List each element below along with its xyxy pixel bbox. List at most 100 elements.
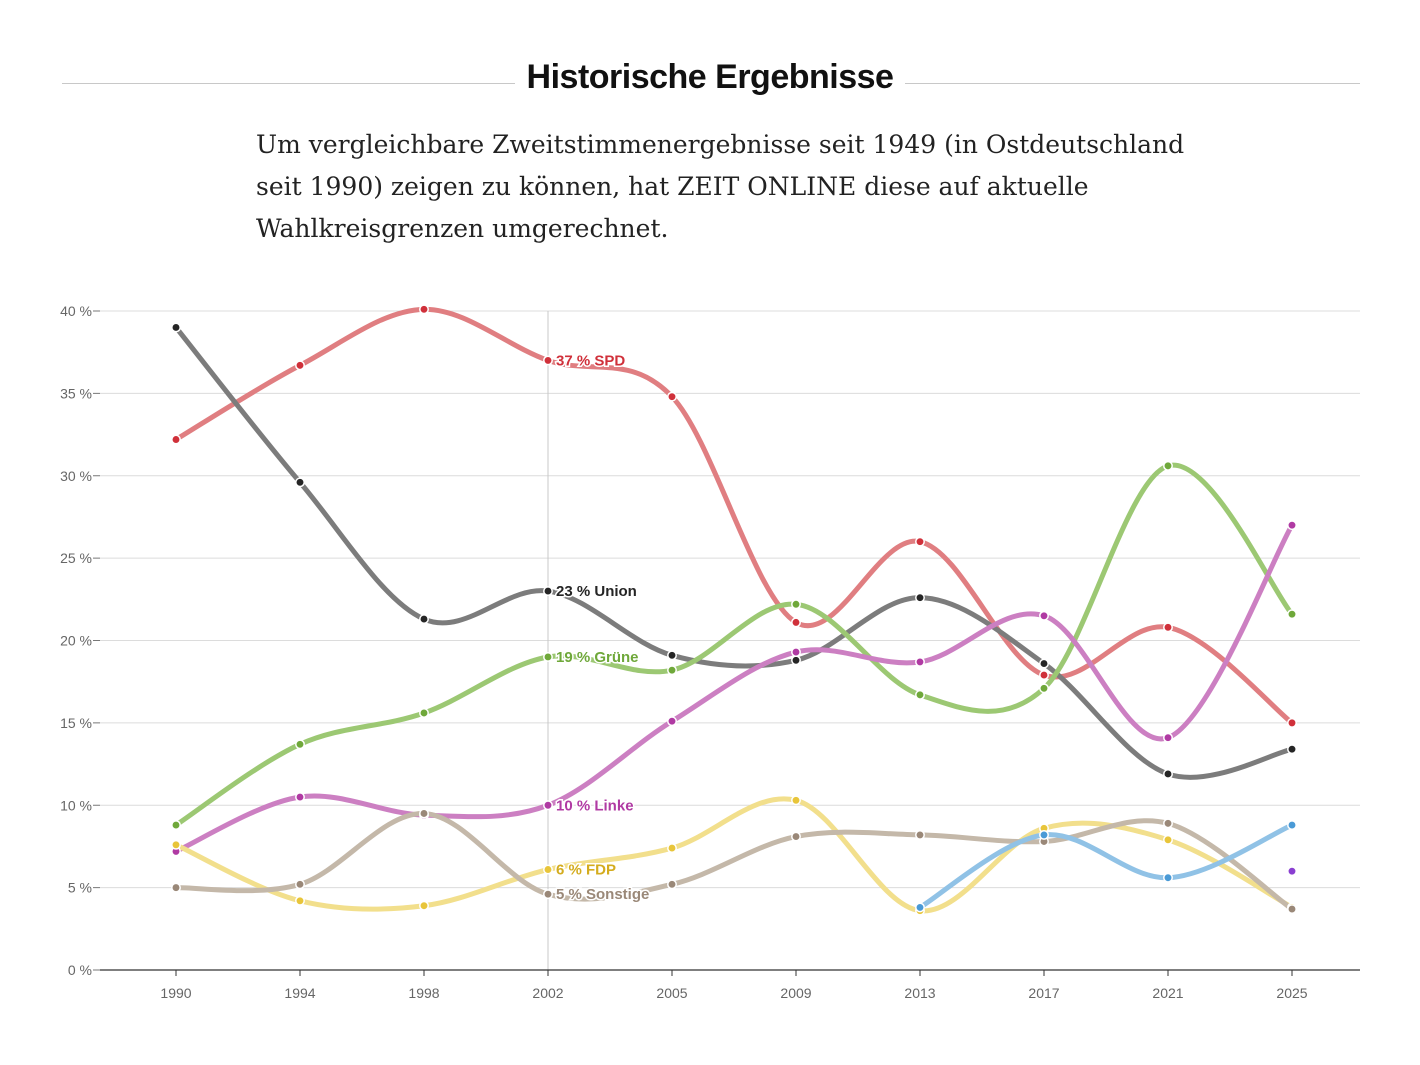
x-axis: 1990 1994 1998 2002 2005 2009 2013 2017 2021 2025 [100, 969, 1360, 1001]
data-point-spd-2017[interactable] [1039, 670, 1049, 681]
data-point-gr-ne-2013[interactable] [915, 689, 925, 700]
series-labels: 37 % SPD 23 % Union 19 % Grüne 10 % Linke 6 … [555, 351, 651, 905]
data-point-afd-2025[interactable] [1287, 820, 1297, 830]
y-tick-label-30: 30 % [60, 468, 92, 484]
y-tick-label-10: 10 % [60, 797, 92, 813]
data-point-union-2021[interactable] [1163, 768, 1173, 779]
series-line-linke [173, 522, 1295, 854]
data-point-union-2025[interactable] [1287, 744, 1297, 755]
data-point-spd-1994[interactable] [295, 360, 305, 371]
y-tick-label-35: 35 % [60, 385, 92, 401]
y-tick-label-0: 0 % [68, 962, 92, 978]
data-point-spd-2002[interactable] [543, 355, 553, 366]
data-point-fdp-2009[interactable] [791, 795, 801, 806]
data-point-bsw-2025[interactable] [1287, 866, 1297, 877]
data-point-fdp-1994[interactable] [295, 895, 305, 906]
x-tick-label-2005: 2005 [656, 985, 687, 1001]
data-point-union-2005[interactable] [667, 650, 677, 661]
intro-text: Um vergleichbare Zweitstimmenergebnisse … [256, 130, 1185, 243]
data-point-spd-1990[interactable] [171, 434, 181, 445]
data-point-linke-2021[interactable] [1163, 732, 1173, 743]
data-point-gr-ne-1990[interactable] [171, 820, 181, 830]
y-tick-label-40: 40 % [60, 303, 92, 319]
data-point-gr-ne-2005[interactable] [667, 665, 677, 676]
data-point-sonstige-2005[interactable] [667, 879, 677, 890]
series-label-sonstige: 5 % Sonstige [556, 886, 649, 903]
data-point-spd-2005[interactable] [667, 391, 677, 402]
series-line-sonstige [173, 810, 1295, 912]
data-point-afd-2017[interactable] [1039, 829, 1049, 840]
series-line-spd [173, 306, 1295, 726]
data-point-sonstige-2025[interactable] [1287, 904, 1297, 914]
data-point-union-1994[interactable] [295, 477, 305, 488]
series-line-fdp [173, 796, 1295, 914]
data-point-gr-ne-1994[interactable] [295, 739, 305, 750]
data-point-fdp-2002[interactable] [543, 864, 553, 875]
data-point-gr-ne-1998[interactable] [419, 708, 429, 718]
data-point-afd-2021[interactable] [1163, 872, 1173, 883]
x-tick-label-2017: 2017 [1028, 985, 1059, 1001]
data-point-gr-ne-2017[interactable] [1039, 683, 1049, 694]
data-point-gr-ne-2025[interactable] [1287, 609, 1297, 620]
series-line-union [173, 324, 1295, 780]
data-point-union-2002[interactable] [543, 586, 553, 597]
data-point-spd-2021[interactable] [1163, 622, 1173, 633]
data-point-linke-2013[interactable] [915, 656, 925, 667]
series-label-fdp: 6 % FDP [556, 862, 616, 879]
y-axis: 0 % 5 % 10 % 15 % 20 % 25 % 30 % 35 % 40 % [60, 303, 100, 978]
data-point-union-2009[interactable] [791, 655, 801, 666]
data-point-fdp-1998[interactable] [419, 900, 429, 911]
data-point-sonstige-2013[interactable] [915, 829, 925, 840]
grid [100, 310, 1360, 970]
data-point-sonstige-2002[interactable] [543, 889, 553, 900]
data-point-linke-2005[interactable] [667, 716, 677, 727]
series-dots [171, 304, 1297, 916]
data-point-gr-ne-2009[interactable] [791, 599, 801, 610]
x-tick-label-1990: 1990 [160, 985, 191, 1001]
chart-title: Historische Ergebnisse [514, 58, 906, 97]
x-tick-label-1994: 1994 [284, 985, 315, 1001]
y-tick-label-15: 15 % [60, 715, 92, 731]
x-tick-label-2013: 2013 [904, 985, 935, 1001]
data-point-spd-1998[interactable] [419, 304, 429, 315]
data-point-fdp-1990[interactable] [171, 839, 181, 850]
series-line-afd [917, 822, 1295, 910]
data-point-union-1998[interactable] [419, 614, 429, 625]
data-point-sonstige-2021[interactable] [1163, 818, 1173, 829]
data-point-afd-2013[interactable] [915, 902, 925, 913]
y-tick-label-20: 20 % [60, 633, 92, 649]
data-point-union-2013[interactable] [915, 592, 925, 603]
data-point-linke-2002[interactable] [543, 800, 553, 811]
data-point-union-1990[interactable] [171, 322, 181, 333]
data-point-fdp-2005[interactable] [667, 843, 677, 854]
data-point-linke-2025[interactable] [1287, 520, 1297, 531]
data-point-fdp-2021[interactable] [1163, 834, 1173, 845]
series-label-gr-ne: 19 % Grüne [556, 649, 639, 666]
title-wrap: Historische Ergebnisse [0, 58, 1420, 97]
data-point-spd-2009[interactable] [791, 617, 801, 628]
series-label-linke: 10 % Linke [556, 797, 634, 814]
y-tick-label-25: 25 % [60, 550, 92, 566]
x-tick-label-2021: 2021 [1152, 985, 1183, 1001]
data-point-linke-2009[interactable] [791, 647, 801, 657]
data-point-linke-2017[interactable] [1039, 610, 1049, 621]
x-tick-label-2025: 2025 [1276, 985, 1307, 1001]
series-label-union: 23 % Union [556, 583, 637, 600]
data-point-sonstige-1994[interactable] [295, 879, 305, 890]
data-point-gr-ne-2021[interactable] [1163, 460, 1173, 471]
data-point-spd-2013[interactable] [915, 536, 925, 547]
y-tick-label-5: 5 % [68, 880, 92, 896]
data-point-sonstige-1998[interactable] [419, 808, 429, 819]
x-tick-label-2002: 2002 [532, 985, 563, 1001]
data-point-sonstige-2009[interactable] [791, 831, 801, 842]
data-point-union-2017[interactable] [1039, 658, 1049, 669]
data-point-spd-2025[interactable] [1287, 717, 1297, 728]
data-point-sonstige-1990[interactable] [171, 882, 181, 893]
x-tick-label-1998: 1998 [408, 985, 439, 1001]
x-tick-label-2009: 2009 [780, 985, 811, 1001]
series-lines [173, 306, 1295, 914]
data-point-linke-1994[interactable] [295, 792, 305, 802]
series-label-spd: 37 % SPD [556, 352, 625, 369]
data-point-gr-ne-2002[interactable] [543, 652, 553, 662]
